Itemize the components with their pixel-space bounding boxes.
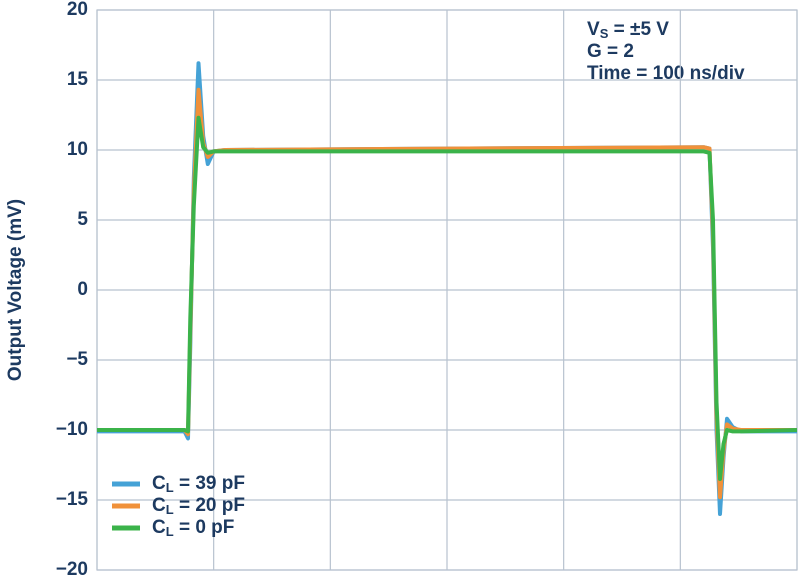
y-tick-label: 5 [77, 209, 88, 230]
y-tick-label: −10 [56, 419, 88, 440]
y-tick-label: 15 [67, 69, 89, 90]
annotation: Time = 100 ns/div [587, 63, 745, 84]
y-axis-label: Output Voltage (mV) [5, 199, 26, 381]
data-line [97, 115, 798, 481]
y-tick-label: −20 [56, 559, 88, 580]
legend-label: CL = 39 pF [152, 473, 245, 495]
y-tick-label: 20 [67, 0, 88, 20]
y-tick-label: 10 [67, 139, 88, 160]
y-tick-label: 0 [77, 279, 88, 300]
legend-label: CL = 0 pF [152, 517, 234, 539]
annotation: VS = ±5 V [587, 19, 669, 41]
annotation: G = 2 [587, 41, 634, 62]
y-tick-label: −5 [66, 349, 88, 370]
legend-label: CL = 20 pF [152, 495, 245, 517]
y-tick-label: −15 [56, 489, 89, 510]
